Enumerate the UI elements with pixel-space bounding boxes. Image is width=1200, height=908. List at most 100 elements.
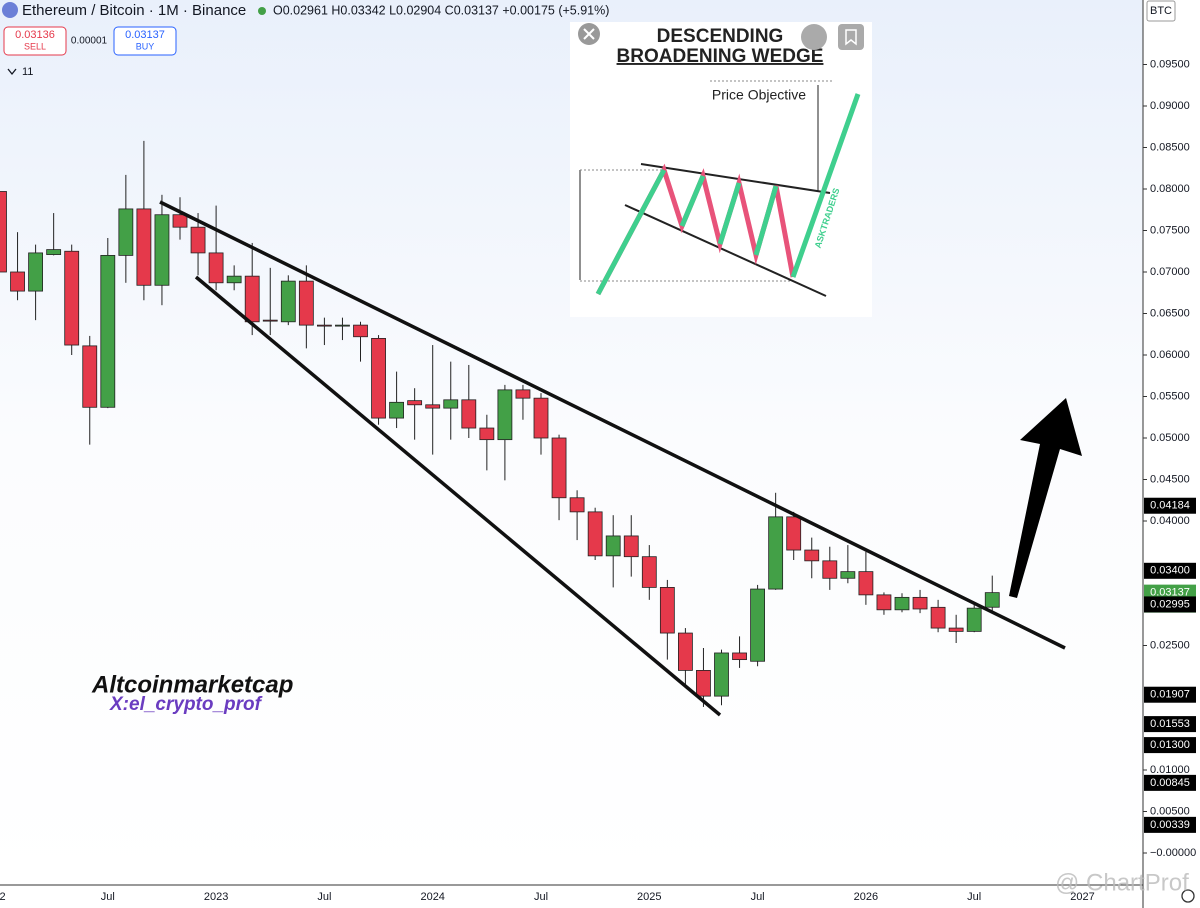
candle-body: [280, 280, 296, 323]
sell-label[interactable]: SELL: [24, 41, 46, 51]
candle-body: [714, 652, 729, 697]
candle-body: [804, 549, 820, 562]
currency[interactable]: BTC: [1150, 5, 1172, 17]
buy-price[interactable]: 0.03137: [125, 29, 165, 41]
candle-body: [172, 214, 188, 228]
candle-body: [425, 404, 441, 409]
candle-body: [407, 400, 423, 406]
y-tick-label: 0.05500: [1150, 390, 1190, 402]
price-label: 0.00845: [1150, 777, 1190, 789]
candle-body: [732, 652, 747, 661]
author-watermark: Altcoinmarketcap: [91, 671, 293, 698]
sell-button[interactable]: [3, 26, 67, 56]
candle-body: [659, 587, 675, 634]
y-tick-label: 0.05000: [1150, 432, 1190, 444]
candle-body: [262, 319, 278, 322]
x-tick-label: 2025: [637, 891, 661, 903]
x-tick-label: Jul: [101, 891, 115, 903]
candle-body: [912, 596, 928, 610]
candle-body: [678, 632, 693, 671]
candle-body: [389, 401, 405, 419]
x-tick-label: Jul: [751, 891, 765, 903]
price-label: 0.01907: [1150, 689, 1190, 701]
candle-body: [10, 271, 25, 292]
candle-body: [551, 437, 567, 499]
breakout-arrow: [1009, 398, 1082, 598]
buy-button[interactable]: [113, 26, 177, 56]
y-tick-label: 0.04500: [1150, 473, 1190, 485]
bookmark-icon[interactable]: [838, 24, 864, 50]
x-tick-label: 2023: [204, 891, 228, 903]
price-label: 0.02995: [1150, 598, 1190, 610]
market-status: [258, 7, 266, 15]
candle-body: [371, 337, 386, 419]
close-glyph: [583, 28, 595, 40]
candle-body: [966, 607, 982, 632]
collapse-icon[interactable]: [7, 68, 17, 76]
price-label: 0.03400: [1150, 565, 1190, 577]
y-tick-label: 0.04000: [1150, 515, 1190, 527]
candle-body: [353, 324, 368, 338]
candle-body: [930, 606, 946, 629]
price-label-box: [1144, 737, 1196, 754]
candle-body: [533, 397, 549, 439]
handle-watermark: X:el_crypto_prof: [109, 694, 263, 715]
candle-body: [118, 208, 134, 256]
candle-body: [443, 399, 459, 409]
buy-label[interactable]: BUY: [136, 41, 155, 51]
inset-image: DESCENDING BROADENING WEDGE Price Object…: [570, 22, 872, 317]
symbol-icon[interactable]: [2, 2, 18, 18]
price-label-box: [1144, 596, 1196, 613]
candle-body: [136, 208, 152, 286]
y-tick-label: 0.09500: [1150, 58, 1190, 70]
candles: [0, 140, 1000, 707]
candle-body: [208, 252, 224, 284]
candle-body: [786, 516, 802, 551]
y-tick-label: 0.07500: [1150, 224, 1190, 236]
candle-body: [587, 511, 603, 557]
candle-body: [569, 497, 585, 513]
x-tick-label: Jul: [534, 891, 548, 903]
candle-body: [641, 556, 657, 588]
candle-body: [154, 214, 170, 286]
sell-price[interactable]: 0.03136: [15, 29, 55, 41]
indicator-count[interactable]: 11: [22, 66, 33, 78]
candle-body: [948, 627, 964, 632]
candle-body: [822, 560, 838, 579]
source-watermark: @ ChartProf: [1055, 869, 1189, 896]
candle-body: [190, 226, 206, 254]
symbol-title[interactable]: Ethereum / Bitcoin · 1M · Binance: [22, 2, 246, 19]
wedge-upper: [640, 163, 831, 194]
candle-body: [28, 252, 44, 292]
candle-body: [876, 594, 892, 611]
price-label: 0.01553: [1150, 718, 1190, 730]
price-label: 0.03137: [1150, 587, 1190, 599]
spread: 0.00001: [71, 36, 108, 47]
y-tick-label: 0.07000: [1150, 266, 1190, 278]
price-label: 0.00339: [1150, 819, 1190, 831]
upper-trendline: [159, 200, 1066, 650]
currency-box[interactable]: [1146, 0, 1176, 22]
wedge-lower: [624, 204, 827, 297]
settings-icon[interactable]: [1181, 889, 1195, 903]
bookmark-glyph: [845, 29, 857, 46]
y-tick-label: 0.01000: [1150, 764, 1190, 776]
price-label-box: [1144, 686, 1196, 703]
x-tick-label: 2026: [854, 891, 878, 903]
candle-body: [244, 275, 260, 323]
candle-body: [461, 399, 477, 429]
inset-title: DESCENDING: [657, 26, 784, 47]
objective-label: Price Objective: [712, 87, 806, 103]
candle-body: [335, 324, 350, 327]
candle-body: [858, 571, 874, 596]
share-icon[interactable]: [801, 24, 827, 50]
x-tick-label: Jul: [967, 891, 981, 903]
y-tick-label: 0.06000: [1150, 349, 1190, 361]
candle-body: [696, 670, 711, 697]
y-tick-label: 0.09000: [1150, 100, 1190, 112]
candle-body: [298, 280, 314, 326]
x-tick-label: Jul: [317, 891, 331, 903]
candle-body: [515, 389, 531, 399]
candle-body: [497, 389, 513, 441]
